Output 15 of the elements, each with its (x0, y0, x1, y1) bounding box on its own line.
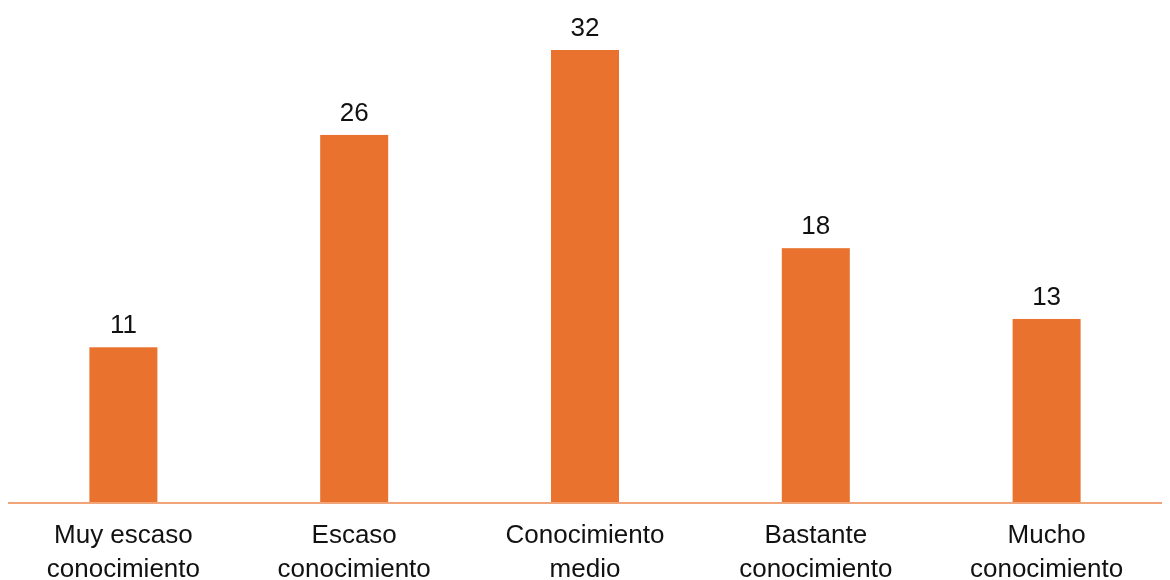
bar (1012, 318, 1081, 503)
data-label: 13 (1032, 280, 1062, 311)
bar (781, 248, 850, 503)
data-label: 26 (339, 96, 369, 127)
bar (551, 50, 619, 503)
data-label: 11 (109, 309, 137, 340)
bar (89, 347, 158, 503)
x-tick-label: Conocimiento medio (505, 519, 665, 580)
x-tick-label: Mucho conocimiento (970, 519, 1124, 580)
data-label: 18 (801, 210, 831, 241)
data-label: 32 (570, 12, 600, 42)
x-tick-label: Bastante conocimiento (739, 519, 893, 580)
x-tick-label: Escaso conocimiento (277, 519, 431, 580)
bar (320, 134, 389, 503)
x-tick-label: Muy escaso conocimiento (46, 519, 200, 580)
